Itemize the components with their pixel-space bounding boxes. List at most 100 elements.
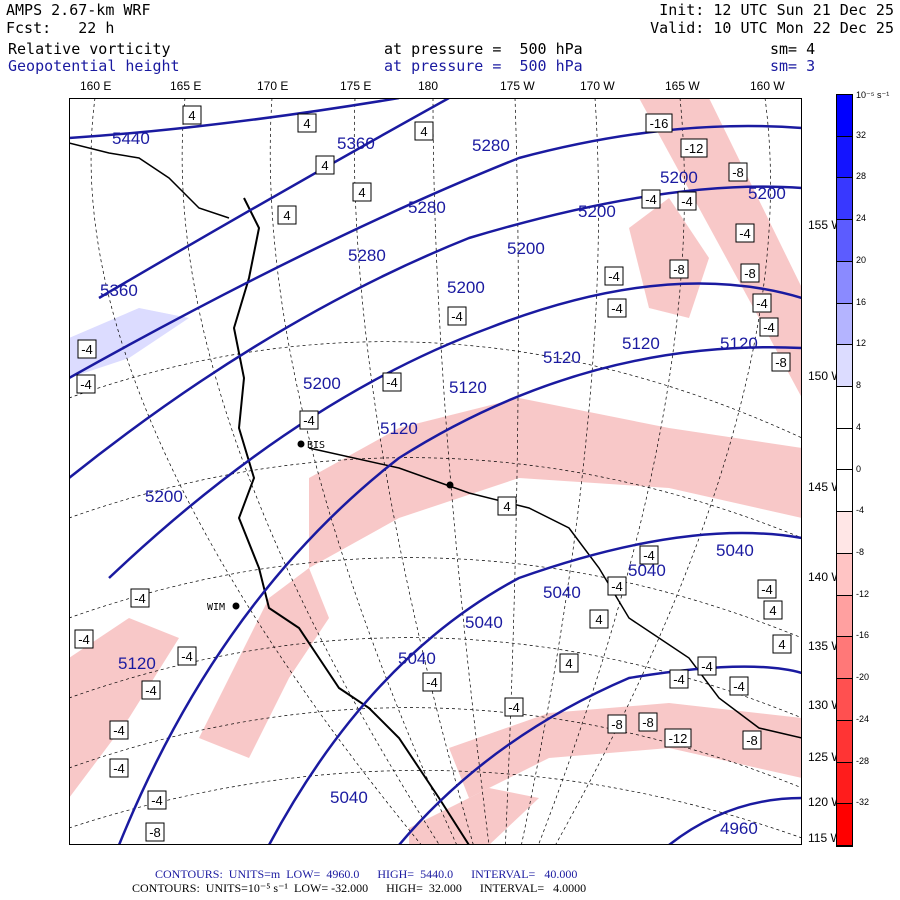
vorticity-label: -4 (145, 683, 157, 698)
field1-name: Relative vorticity (8, 40, 171, 58)
colorbar-tick: 32 (856, 129, 867, 140)
colorbar-segment (837, 303, 852, 346)
height-contour (69, 98, 400, 140)
lat-label: 145 W (808, 480, 843, 494)
vorticity-label: -4 (426, 675, 438, 690)
lat-label: 150 W (808, 369, 843, 383)
vorticity-label: 4 (778, 637, 785, 652)
lon-label: 170 W (580, 79, 615, 93)
vorticity-label-box (130, 588, 150, 608)
vorticity-label: -8 (149, 825, 161, 840)
vorticity-label-box (277, 205, 297, 225)
vorticity-label-box (76, 374, 96, 394)
vorticity-label-box (382, 372, 402, 392)
vorticity-label-box (182, 105, 202, 125)
vorticity-label-box (638, 712, 658, 732)
vorticity-label-box (669, 669, 689, 689)
vorticity-label-box (352, 182, 372, 202)
vorticity-label-box (607, 576, 627, 596)
height-contour-label: 5360 (100, 281, 138, 300)
lon-label: 180 (418, 79, 439, 93)
height-contour (117, 346, 802, 845)
meridian-line (505, 98, 519, 845)
vorticity-label-box (589, 609, 609, 629)
height-contour-label: 5280 (408, 198, 446, 217)
vorticity-label-box (735, 223, 755, 243)
colorbar-tick: 28 (856, 171, 867, 182)
field2-name: Geopotential height (8, 57, 180, 75)
height-contour-label: 5040 (628, 561, 666, 580)
vorticity-label-box (664, 728, 692, 748)
vorticity-label-box (757, 579, 777, 599)
field1-smoothing: sm= 4 (770, 40, 816, 58)
vorticity-label-box (645, 113, 673, 133)
vorticity-label: -16 (650, 116, 669, 131)
meridian-line (181, 98, 440, 845)
lat-label: 115 W (808, 831, 842, 845)
vorticity-label-box (669, 259, 689, 279)
lon-label: 165 W (665, 79, 700, 93)
vorticity-label-box (315, 155, 335, 175)
vorticity-label-box (422, 672, 442, 692)
vorticity-label: -4 (701, 659, 713, 674)
height-contour-label: 5120 (622, 334, 660, 353)
vorticity-label: 4 (188, 108, 195, 123)
vorticity-label-box (759, 317, 779, 337)
station-marker (297, 440, 305, 448)
ice-shelf-edge (308, 447, 802, 739)
colorbar-segment (837, 595, 852, 638)
colorbar-segment (837, 762, 852, 805)
vorticity-label-box (728, 162, 748, 182)
negative-vorticity-area (199, 568, 329, 758)
negative-vorticity-area (69, 618, 179, 798)
vorticity-label-box (604, 266, 624, 286)
vorticity-label-box (677, 191, 697, 211)
vorticity-label: -4 (756, 296, 768, 311)
height-contour (668, 796, 802, 845)
forecast-hour: Fcst: 22 h (6, 19, 115, 37)
vorticity-label: -4 (739, 226, 751, 241)
colorbar-tick: -12 (856, 588, 870, 599)
footer-height-contours: CONTOURS: UNITS=m LOW= 4960.0 HIGH= 5440… (155, 867, 578, 881)
vorticity-label-box (74, 629, 94, 649)
height-contour-label: 5120 (380, 419, 418, 438)
coastline-north (69, 142, 230, 219)
height-contour-label: 5280 (472, 136, 510, 155)
colorbar-tick: 0 (856, 463, 862, 474)
vorticity-label-box (297, 113, 317, 133)
vorticity-label-box (641, 189, 661, 209)
vorticity-label: -4 (113, 723, 125, 738)
parallel-line (69, 770, 802, 839)
meridian-line (538, 98, 685, 845)
lon-label: 165 E (170, 79, 202, 93)
colorbar-tick: -24 (856, 713, 870, 724)
vorticity-label-box (109, 758, 129, 778)
vorticity-label: 4 (303, 116, 310, 131)
colorbar-segment (837, 261, 852, 304)
colorbar-segment (837, 470, 852, 513)
height-contour-label: 5200 (303, 374, 341, 393)
height-contour-label: 5120 (720, 334, 758, 353)
vorticity-label: -4 (761, 582, 773, 597)
vorticity-label-box (414, 121, 434, 141)
parallel-line (69, 707, 802, 789)
negative-vorticity-area (629, 198, 709, 318)
vorticity-label: -4 (386, 375, 398, 390)
vorticity-label-box (497, 496, 517, 516)
colorbar-segment (837, 553, 852, 596)
lat-label: 140 W (808, 570, 843, 584)
height-contour (398, 665, 802, 845)
vorticity-label: 4 (283, 208, 290, 223)
vorticity-label: -4 (451, 309, 463, 324)
height-contour (98, 98, 450, 300)
height-contour-label: 5200 (145, 487, 183, 506)
height-contour-label: 5040 (543, 583, 581, 602)
vorticity-label: 4 (565, 656, 572, 671)
station-marker (232, 602, 240, 610)
vorticity-label-box (772, 634, 792, 654)
vorticity-label-box (559, 653, 579, 673)
vorticity-label: -12 (685, 141, 704, 156)
vorticity-label: -4 (80, 377, 92, 392)
parallel-line (69, 341, 802, 439)
height-contour-label: 5040 (330, 788, 368, 807)
